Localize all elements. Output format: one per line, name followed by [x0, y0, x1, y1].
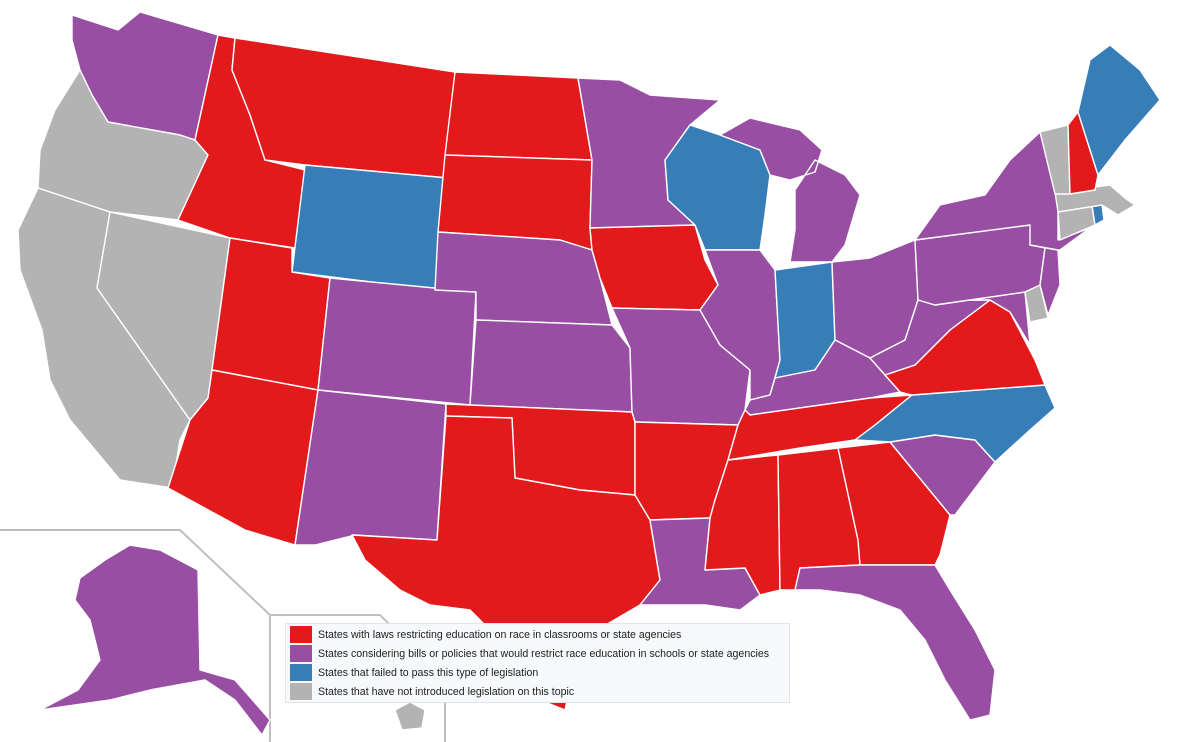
- state-maine[interactable]: [1077, 44, 1161, 176]
- legend-label: States that have not introduced legislat…: [318, 685, 575, 698]
- legend-item-failed: States that failed to pass this type of …: [290, 663, 785, 682]
- state-montana[interactable]: [231, 37, 456, 179]
- legend-swatch-gray: [290, 683, 312, 700]
- legend-swatch-blue: [290, 664, 312, 681]
- map-legend: States with laws restricting education o…: [285, 623, 790, 703]
- legend-item-none: States that have not introduced legislat…: [290, 682, 785, 701]
- alaska-inset-frame: [0, 529, 271, 742]
- legend-item-laws: States with laws restricting education o…: [290, 625, 785, 644]
- legend-swatch-purple: [290, 645, 312, 662]
- state-wyoming[interactable]: [291, 164, 449, 291]
- state-florida[interactable]: [794, 564, 996, 721]
- legend-item-considering: States considering bills or policies tha…: [290, 644, 785, 663]
- state-new-hampshire[interactable]: [1067, 111, 1099, 195]
- state-colorado[interactable]: [317, 277, 477, 406]
- state-north-dakota[interactable]: [444, 71, 593, 161]
- state-hawaii[interactable]: [394, 701, 426, 731]
- legend-swatch-red: [290, 626, 312, 643]
- legend-label: States with laws restricting education o…: [318, 628, 682, 641]
- state-michigan[interactable]: [719, 117, 861, 263]
- state-new-mexico[interactable]: [294, 389, 447, 546]
- state-iowa[interactable]: [589, 224, 719, 311]
- state-alaska[interactable]: [39, 544, 271, 736]
- state-new-york[interactable]: [914, 131, 1091, 251]
- legend-label: States considering bills or policies tha…: [318, 647, 770, 660]
- state-kansas[interactable]: [469, 319, 633, 413]
- legend-label: States that failed to pass this type of …: [318, 666, 539, 679]
- state-wisconsin[interactable]: [664, 124, 771, 251]
